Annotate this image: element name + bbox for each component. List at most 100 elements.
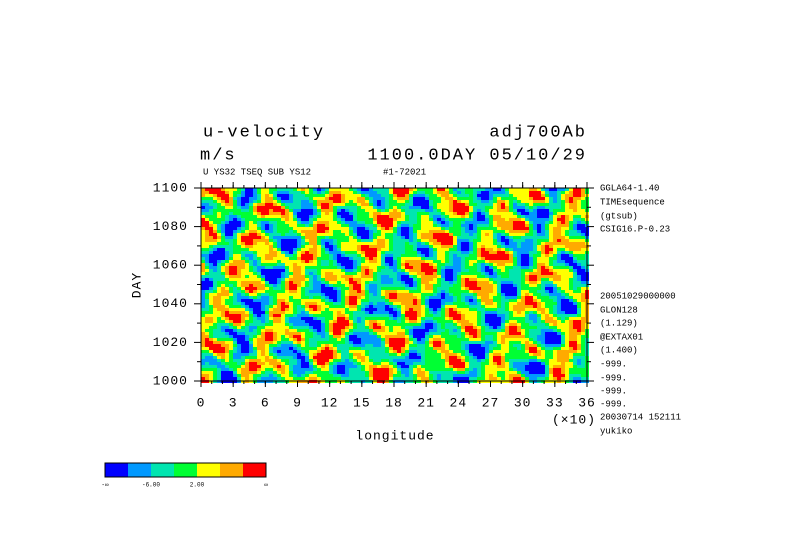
field-cell	[365, 254, 369, 257]
field-cell	[473, 248, 477, 251]
field-cell	[205, 242, 209, 245]
field-cell	[353, 329, 357, 332]
field-cell	[233, 302, 237, 305]
field-cell	[213, 215, 217, 218]
field-cell	[273, 341, 277, 344]
field-cell	[389, 329, 393, 332]
field-cell	[465, 335, 469, 338]
field-cell	[377, 242, 381, 245]
field-cell	[349, 293, 353, 296]
field-cell	[345, 206, 349, 209]
field-cell	[501, 263, 505, 266]
field-cell	[505, 320, 509, 323]
field-cell	[501, 302, 505, 305]
field-cell	[453, 338, 457, 341]
field-cell	[413, 308, 417, 311]
field-cell	[513, 299, 517, 302]
field-cell	[549, 215, 553, 218]
field-cell	[249, 281, 253, 284]
field-cell	[557, 212, 561, 215]
field-cell	[253, 200, 257, 203]
field-cell	[349, 341, 353, 344]
field-cell	[297, 200, 301, 203]
field-cell	[549, 293, 553, 296]
field-cell	[373, 206, 377, 209]
field-cell	[285, 269, 289, 272]
field-cell	[469, 242, 473, 245]
field-cell	[433, 275, 437, 278]
field-cell	[337, 341, 341, 344]
field-cell	[441, 320, 445, 323]
field-cell	[265, 266, 269, 269]
field-cell	[453, 305, 457, 308]
field-cell	[217, 275, 221, 278]
field-cell	[573, 284, 577, 287]
field-cell	[573, 269, 577, 272]
field-cell	[501, 191, 505, 194]
field-cell	[449, 239, 453, 242]
field-cell	[261, 236, 265, 239]
field-cell	[217, 335, 221, 338]
field-cell	[461, 314, 465, 317]
field-cell	[549, 191, 553, 194]
field-cell	[337, 200, 341, 203]
field-cell	[561, 191, 565, 194]
field-cell	[301, 233, 305, 236]
field-cell	[573, 323, 577, 326]
field-cell	[433, 236, 437, 239]
field-cell	[205, 215, 209, 218]
field-cell	[277, 320, 281, 323]
field-cell	[509, 197, 513, 200]
field-cell	[409, 269, 413, 272]
field-cell	[245, 215, 249, 218]
field-cell	[473, 266, 477, 269]
field-cell	[357, 293, 361, 296]
field-cell	[233, 275, 237, 278]
field-cell	[321, 221, 325, 224]
field-cell	[553, 269, 557, 272]
field-cell	[489, 257, 493, 260]
field-cell	[257, 311, 261, 314]
field-cell	[549, 209, 553, 212]
field-cell	[249, 251, 253, 254]
field-cell	[273, 242, 277, 245]
field-cell	[501, 323, 505, 326]
field-cell	[537, 278, 541, 281]
field-cell	[529, 329, 533, 332]
field-cell	[513, 245, 517, 248]
field-cell	[541, 191, 545, 194]
field-cell	[293, 248, 297, 251]
field-cell	[377, 266, 381, 269]
field-cell	[561, 194, 565, 197]
field-cell	[265, 296, 269, 299]
field-cell	[313, 311, 317, 314]
field-cell	[273, 212, 277, 215]
field-cell	[417, 260, 421, 263]
field-cell	[221, 275, 225, 278]
field-cell	[241, 221, 245, 224]
field-cell	[433, 200, 437, 203]
field-cell	[465, 287, 469, 290]
field-cell	[457, 281, 461, 284]
field-cell	[433, 335, 437, 338]
field-cell	[581, 305, 585, 308]
field-cell	[441, 305, 445, 308]
field-cell	[461, 227, 465, 230]
field-cell	[433, 224, 437, 227]
field-cell	[309, 320, 313, 323]
field-cell	[273, 197, 277, 200]
field-cell	[393, 200, 397, 203]
field-cell	[389, 239, 393, 242]
field-cell	[353, 296, 357, 299]
field-cell	[381, 188, 385, 191]
field-cell	[497, 260, 501, 263]
field-cell	[529, 323, 533, 326]
field-cell	[413, 299, 417, 302]
field-cell	[217, 221, 221, 224]
field-cell	[273, 272, 277, 275]
field-cell	[269, 233, 273, 236]
field-cell	[365, 191, 369, 194]
field-cell	[433, 308, 437, 311]
field-cell	[521, 254, 525, 257]
field-cell	[433, 284, 437, 287]
